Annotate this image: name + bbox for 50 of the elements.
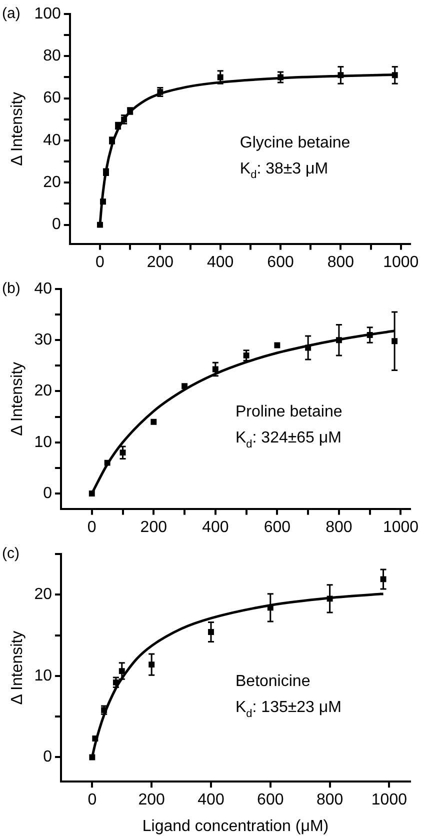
x-tick-label: 0 bbox=[88, 792, 97, 809]
x-tick-label: 400 bbox=[206, 254, 234, 271]
x-tick-label: 1000 bbox=[383, 254, 419, 271]
y-tick-label: 0 bbox=[52, 216, 61, 234]
y-tick-label: 60 bbox=[43, 90, 61, 107]
x-tick-label: 600 bbox=[267, 254, 294, 271]
y-tick-label: 0 bbox=[43, 748, 52, 766]
y-tick-label: 80 bbox=[43, 48, 61, 65]
point bbox=[92, 736, 98, 742]
x-tick-label: 800 bbox=[327, 254, 354, 271]
annotation: Betonicine bbox=[236, 673, 310, 690]
y-tick-label: 20 bbox=[34, 382, 52, 400]
point bbox=[97, 222, 103, 228]
x-tick-label: 600 bbox=[257, 792, 284, 809]
point bbox=[150, 418, 157, 425]
annotation: Proline betaine bbox=[236, 403, 342, 420]
y-axis-title: Δ Intensity bbox=[9, 630, 26, 705]
point bbox=[182, 383, 188, 390]
point bbox=[88, 490, 95, 496]
point bbox=[89, 754, 96, 760]
y-axis-title: Δ Intensity bbox=[9, 362, 26, 436]
x-tick-label: 200 bbox=[146, 254, 174, 271]
x-tick-label: 800 bbox=[316, 792, 344, 809]
x-tick-label: 1000 bbox=[371, 792, 408, 809]
x-tick-label: 1000 bbox=[382, 518, 419, 536]
text: (c) bbox=[2, 545, 20, 562]
y-tick-label: 30 bbox=[34, 332, 52, 349]
y-tick-label: 40 bbox=[34, 280, 52, 298]
point bbox=[274, 342, 280, 348]
x-tick-label: 400 bbox=[202, 518, 229, 536]
y-tick-label: 0 bbox=[43, 484, 52, 502]
y-tick-label: 10 bbox=[34, 667, 52, 684]
point bbox=[104, 460, 110, 466]
x-tick-label: 0 bbox=[96, 254, 105, 271]
x-tick-label: 200 bbox=[140, 518, 168, 536]
annotation: Glycine betaine bbox=[240, 134, 350, 152]
x-tick-label: 400 bbox=[198, 792, 224, 809]
x-tick-label: 600 bbox=[264, 518, 291, 536]
y-tick-label: 100 bbox=[34, 5, 61, 22]
x-tick-label: 0 bbox=[87, 518, 96, 536]
text: (a) bbox=[2, 5, 20, 22]
y-tick-label: 40 bbox=[43, 132, 61, 149]
text: (b) bbox=[2, 280, 20, 297]
x-tick-label: 800 bbox=[326, 518, 352, 536]
y-tick-label: 10 bbox=[34, 434, 52, 451]
y-tick-label: 20 bbox=[43, 174, 61, 192]
y-tick-label: 20 bbox=[34, 586, 52, 604]
x-axis-title: Ligand concentration (μM) bbox=[142, 818, 329, 835]
y-axis-title: Δ Intensity bbox=[9, 92, 26, 166]
x-tick-label: 200 bbox=[138, 792, 166, 809]
